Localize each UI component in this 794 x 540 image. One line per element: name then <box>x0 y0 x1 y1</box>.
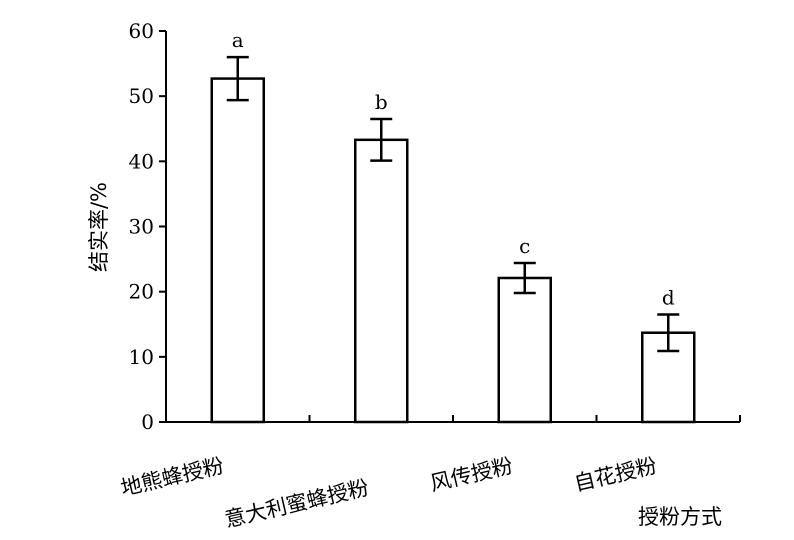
significance-label: d <box>662 285 675 309</box>
bar <box>210 77 265 424</box>
category-label: 自花授粉 <box>572 453 659 495</box>
y-ticks: 0 10 20 30 40 50 60 <box>129 19 166 434</box>
bar <box>497 276 552 424</box>
significance-label: b <box>375 90 388 114</box>
y-tick-label: 40 <box>129 149 154 173</box>
category-label: 风传授粉 <box>428 453 515 495</box>
y-tick-label: 20 <box>129 280 154 304</box>
y-tick-label: 30 <box>129 215 154 239</box>
category-label: 意大利蜜蜂授粉 <box>222 475 371 531</box>
bars-layer: a b c d <box>210 28 696 424</box>
x-axis-title: 授粉方式 <box>638 505 722 529</box>
y-tick-label: 50 <box>129 84 154 108</box>
y-tick-label: 60 <box>129 19 154 43</box>
bar <box>354 138 409 424</box>
y-tick-label: 0 <box>141 410 154 434</box>
y-axis-title: 结实率/% <box>87 182 111 272</box>
y-tick-label: 10 <box>129 345 154 369</box>
significance-label: a <box>232 28 244 52</box>
category-label: 地熊蜂授粉 <box>118 453 226 500</box>
significance-label: c <box>519 234 530 258</box>
x-ticks <box>165 415 741 422</box>
